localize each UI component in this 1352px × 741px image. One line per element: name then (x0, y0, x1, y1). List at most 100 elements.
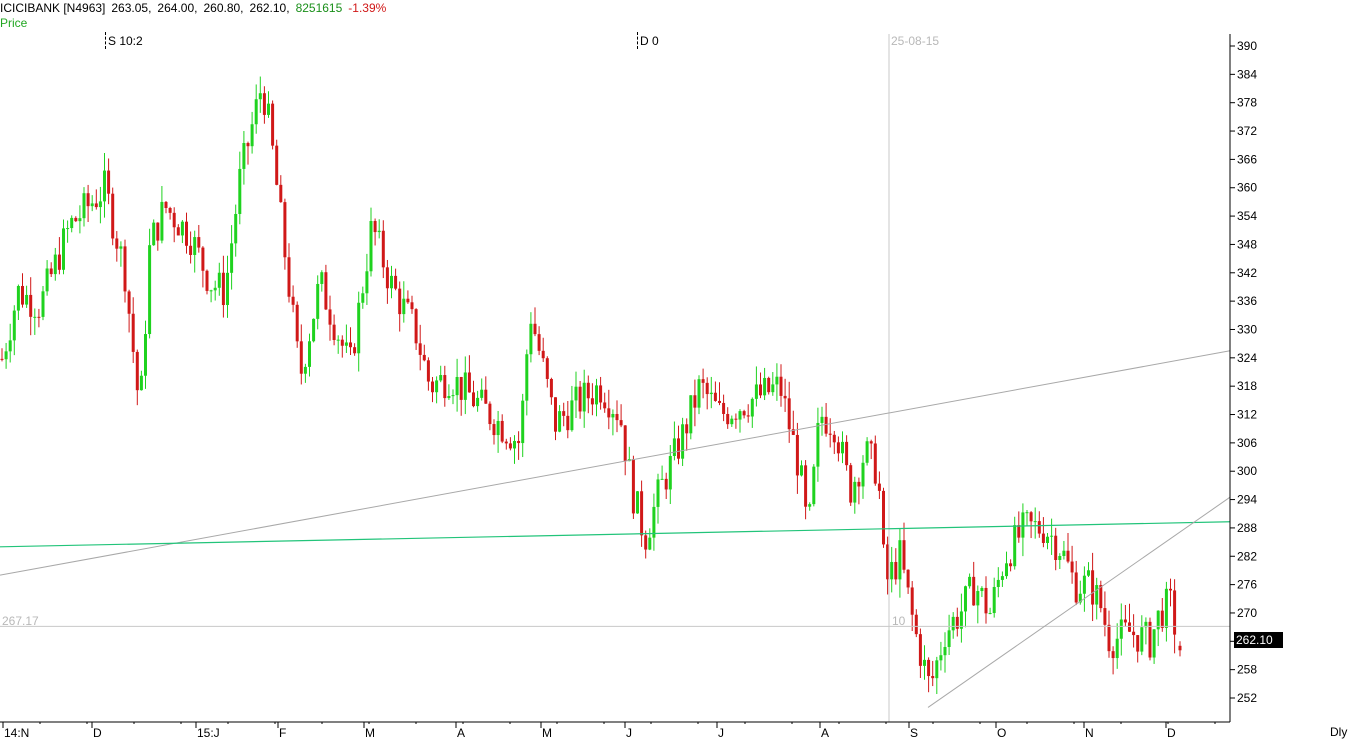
x-tick-label: O (997, 726, 1006, 740)
candle-body (800, 465, 803, 476)
candle-body (168, 207, 172, 213)
low-value: 260.80, (203, 1, 244, 15)
candle-body (8, 340, 12, 352)
candle-body (205, 270, 209, 291)
candle-body (595, 385, 598, 405)
candle-body (41, 291, 45, 317)
candle-body (927, 659, 931, 677)
candle-body (78, 218, 82, 222)
hline-value-label: 267.17 (2, 614, 39, 628)
candle-body (636, 491, 639, 514)
candle-body (537, 334, 541, 351)
candle-body (988, 613, 992, 615)
candle-body (590, 398, 594, 405)
candle-body (1070, 561, 1074, 573)
candle-body (996, 579, 1000, 587)
candle-body (1144, 621, 1148, 628)
candle-body (828, 433, 832, 435)
candle-body (652, 506, 656, 538)
candle-body (435, 380, 439, 393)
candle-body (455, 376, 459, 396)
candle-body (1005, 563, 1008, 577)
candle-body (283, 202, 287, 258)
candle-body (918, 634, 922, 666)
candle-body (508, 443, 512, 449)
candle-body (992, 586, 996, 614)
candle-body (361, 293, 365, 303)
candle-body (804, 465, 808, 507)
candle-body (12, 310, 16, 341)
candle-body (869, 441, 873, 444)
candle-body (1082, 575, 1086, 594)
candle-body (759, 384, 762, 396)
x-tick-label: J (718, 726, 724, 740)
candle-body (693, 395, 697, 408)
split-marker: S 10:2 (105, 32, 143, 49)
candle-body (894, 561, 898, 580)
candle-body (402, 298, 406, 315)
y-tick-label: 312 (1237, 408, 1257, 422)
candle-body (4, 351, 8, 360)
candle-body (722, 402, 726, 414)
candle-body (500, 420, 504, 442)
candle-body (152, 222, 156, 246)
candle-body (578, 386, 582, 412)
candle-body (701, 379, 705, 383)
candle-body (25, 294, 29, 305)
y-tick-label: 306 (1237, 436, 1257, 450)
last-candle-body (1178, 645, 1182, 651)
candle-body (340, 339, 344, 346)
x-tick-label: D (1167, 726, 1176, 740)
candle-body (882, 490, 885, 545)
candle-body (611, 413, 615, 418)
candle-body (779, 376, 783, 396)
candle-body (886, 544, 890, 580)
candle-body (488, 403, 492, 425)
candle-body (107, 170, 111, 194)
candle-body (644, 535, 648, 550)
candle-body (1037, 521, 1041, 534)
candle-body (365, 271, 369, 294)
candle-body (545, 358, 549, 379)
candle-body (689, 395, 693, 434)
candle-body (267, 103, 270, 115)
trendline-green (0, 521, 1231, 548)
candle-body (504, 441, 508, 444)
candle-body (316, 283, 320, 319)
candle-body (517, 440, 521, 444)
candle-body (1017, 525, 1021, 538)
candle-body (431, 381, 434, 393)
candle-body (951, 616, 955, 631)
candle-body (763, 377, 767, 396)
candle-body (832, 434, 836, 443)
candle-body (902, 540, 906, 570)
candle-body (861, 462, 865, 487)
last-price-box: 262.10 (1234, 632, 1283, 648)
candle-body (853, 481, 857, 503)
candle-body (111, 193, 115, 239)
candle-body (672, 438, 676, 457)
candle-body (70, 217, 74, 229)
candle-body (373, 221, 377, 233)
symbol-label: ICICIBANK [N4963] (0, 1, 106, 15)
candle-body (972, 576, 976, 606)
candle-body (697, 379, 701, 408)
candle-body (718, 400, 721, 403)
candle-body (582, 382, 586, 412)
candle-body (943, 647, 947, 656)
candle-body (1140, 627, 1144, 652)
candle-body (705, 382, 709, 395)
open-value: 263.05, (111, 1, 152, 15)
overlays (0, 34, 1231, 722)
candle-body (910, 587, 914, 615)
y-tick-label: 300 (1237, 464, 1257, 478)
candle-body (631, 459, 635, 514)
cursor-date-label: 25-08-15 (891, 34, 940, 48)
candle-body (275, 145, 279, 185)
candle-body (1050, 535, 1054, 537)
candle-body (467, 372, 471, 393)
candle-body (566, 415, 570, 431)
candle-body (1103, 608, 1107, 625)
candle-body (939, 655, 943, 661)
